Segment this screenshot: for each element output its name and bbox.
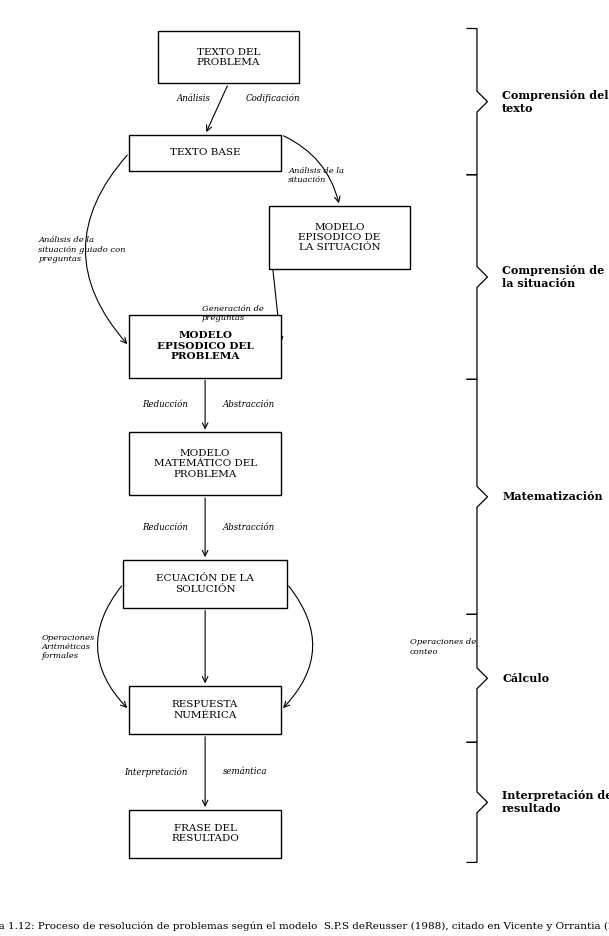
Text: Análisis: Análisis	[177, 95, 211, 103]
Text: Análisis de la
situación guiado con
preguntas: Análisis de la situación guiado con preg…	[38, 237, 126, 263]
Text: Cálculo: Cálculo	[502, 673, 549, 684]
Text: Análisis de la
situación: Análisis de la situación	[288, 167, 344, 184]
Text: Operaciones de
conteo: Operaciones de conteo	[410, 638, 476, 655]
Text: ECUACIÓN DE LA
SOLUCIÓN: ECUACIÓN DE LA SOLUCIÓN	[156, 574, 254, 593]
Text: MODELO
EPISODICO DEL
PROBLEMA: MODELO EPISODICO DEL PROBLEMA	[157, 331, 253, 361]
FancyBboxPatch shape	[129, 135, 281, 171]
FancyBboxPatch shape	[129, 686, 281, 734]
Text: Interpretación: Interpretación	[124, 768, 188, 777]
FancyBboxPatch shape	[158, 31, 298, 83]
Text: RESPUESTA
NUMÉRICA: RESPUESTA NUMÉRICA	[172, 700, 238, 720]
Text: TEXTO DEL
PROBLEMA: TEXTO DEL PROBLEMA	[197, 48, 260, 67]
FancyBboxPatch shape	[269, 206, 410, 269]
Text: MODELO
EPISODICO DE
LA SITUACIÓN: MODELO EPISODICO DE LA SITUACIÓN	[298, 223, 381, 253]
Text: Reducción: Reducción	[142, 401, 188, 409]
Text: TEXTO BASE: TEXTO BASE	[170, 149, 241, 157]
Text: Comprensión del
texto: Comprensión del texto	[502, 90, 608, 113]
Text: Abstracción: Abstracción	[223, 401, 275, 409]
Text: Matematización: Matematización	[502, 491, 603, 503]
Text: Comprensión de
la situación: Comprensión de la situación	[502, 265, 604, 289]
Text: MODELO
MATEMÁTICO DEL
PROBLEMA: MODELO MATEMÁTICO DEL PROBLEMA	[153, 449, 256, 478]
Text: Generación de
preguntas: Generación de preguntas	[202, 304, 264, 322]
Text: Figura 1.12: Proceso de resolución de problemas según el modelo  S.P.S deReusser: Figura 1.12: Proceso de resolución de pr…	[0, 922, 609, 931]
FancyBboxPatch shape	[123, 560, 287, 607]
Text: Interpretación del
resultado: Interpretación del resultado	[502, 791, 609, 814]
Text: Reducción: Reducción	[142, 523, 188, 532]
Text: semántica: semántica	[223, 768, 267, 776]
FancyBboxPatch shape	[129, 314, 281, 377]
Text: FRASE DEL
RESULTADO: FRASE DEL RESULTADO	[171, 824, 239, 843]
Text: Codificación: Codificación	[246, 94, 300, 103]
Text: Operaciones
Aritméticas
formales: Operaciones Aritméticas formales	[41, 634, 94, 660]
FancyBboxPatch shape	[129, 432, 281, 495]
FancyBboxPatch shape	[129, 810, 281, 857]
Text: Abstracción: Abstracción	[223, 523, 275, 532]
